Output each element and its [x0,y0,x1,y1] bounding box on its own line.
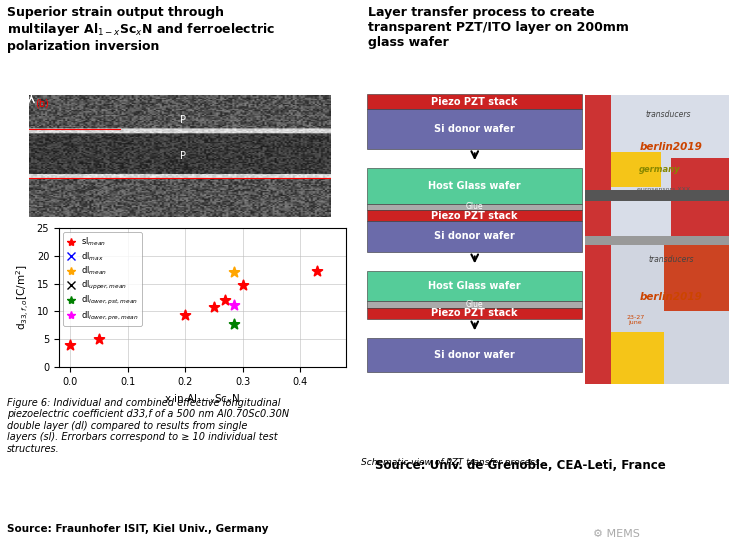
Text: (b): (b) [35,98,49,108]
Y-axis label: d$_{33,f,o}$[C/m$^2$]: d$_{33,f,o}$[C/m$^2$] [14,265,31,330]
Text: Host Glass wafer: Host Glass wafer [428,281,521,291]
Text: eurosensors XXX: eurosensors XXX [637,187,690,192]
Bar [671,158,729,239]
Text: Source: Univ. de Grenoble, CEA-Leti, France: Source: Univ. de Grenoble, CEA-Leti, Fra… [375,459,666,471]
FancyBboxPatch shape [367,95,582,109]
FancyBboxPatch shape [367,210,582,221]
Point [228,291,240,300]
Point [93,334,105,343]
Bar [611,331,664,384]
Text: Glue: Glue [466,202,484,211]
Point [208,302,220,311]
Bar [585,190,729,201]
Point [228,320,240,329]
Point [311,267,323,276]
Text: Schematic view of PZT transfer process.: Schematic view of PZT transfer process. [361,458,542,466]
Text: Si donor wafer: Si donor wafer [434,231,515,241]
FancyBboxPatch shape [367,271,582,301]
Text: P: P [180,115,186,125]
Text: ⚙ MEMS: ⚙ MEMS [593,529,640,539]
Text: Si donor wafer: Si donor wafer [434,350,515,360]
FancyBboxPatch shape [367,308,582,319]
Text: Superior strain output through
multilayer Al$_{1-x}$Sc$_x$N and ferroelectric
po: Superior strain output through multilaye… [7,6,275,53]
X-axis label: x in Al$_{1-x}$Sc$_x$N: x in Al$_{1-x}$Sc$_x$N [164,392,241,406]
Point [219,296,231,305]
Text: berlin2019: berlin2019 [640,142,703,152]
Text: P: P [180,151,186,161]
Bar [585,245,611,384]
Text: 23-27
june: 23-27 june [626,315,645,325]
Text: Layer transfer process to create
transparent PZT/ITO layer on 200mm
glass wafer: Layer transfer process to create transpa… [368,6,629,48]
Text: Piezo PZT stack: Piezo PZT stack [431,211,518,221]
Legend: sl$_{mean}$, dl$_{max}$, dl$_{mean}$, dl$_{upper,mean}$, dl$_{lower,pst,mean}$, : sl$_{mean}$, dl$_{max}$, dl$_{mean}$, dl… [63,232,141,326]
Point [228,268,240,277]
Point [65,341,77,350]
Point [228,300,240,309]
Text: Si donor wafer: Si donor wafer [434,124,515,133]
Text: transducers: transducers [645,110,691,119]
FancyBboxPatch shape [367,301,582,308]
Bar [585,95,729,239]
Bar [585,95,611,239]
Text: germany: germany [639,165,681,174]
Bar [664,245,729,311]
Text: berlin2019: berlin2019 [640,292,703,302]
Text: Source: Fraunhofer ISIT, Kiel Univ., Germany: Source: Fraunhofer ISIT, Kiel Univ., Ger… [7,524,269,534]
Text: Host Glass wafer: Host Glass wafer [428,181,521,191]
Text: transducers: transducers [648,255,694,264]
Point [180,310,191,319]
Text: Piezo PZT stack: Piezo PZT stack [431,309,518,319]
Bar [611,152,661,187]
Bar [585,236,729,245]
Text: Piezo PZT stack: Piezo PZT stack [431,97,518,107]
FancyBboxPatch shape [367,167,582,203]
Text: Glue: Glue [466,300,484,309]
FancyBboxPatch shape [367,109,582,148]
FancyBboxPatch shape [367,338,582,372]
Text: Figure 6: Individual and combined effective longitudinal
piezoelectric coefficie: Figure 6: Individual and combined effect… [7,398,289,454]
FancyBboxPatch shape [367,203,582,210]
Point [237,280,249,289]
Point [225,244,237,252]
Bar [585,245,729,384]
FancyBboxPatch shape [367,221,582,252]
